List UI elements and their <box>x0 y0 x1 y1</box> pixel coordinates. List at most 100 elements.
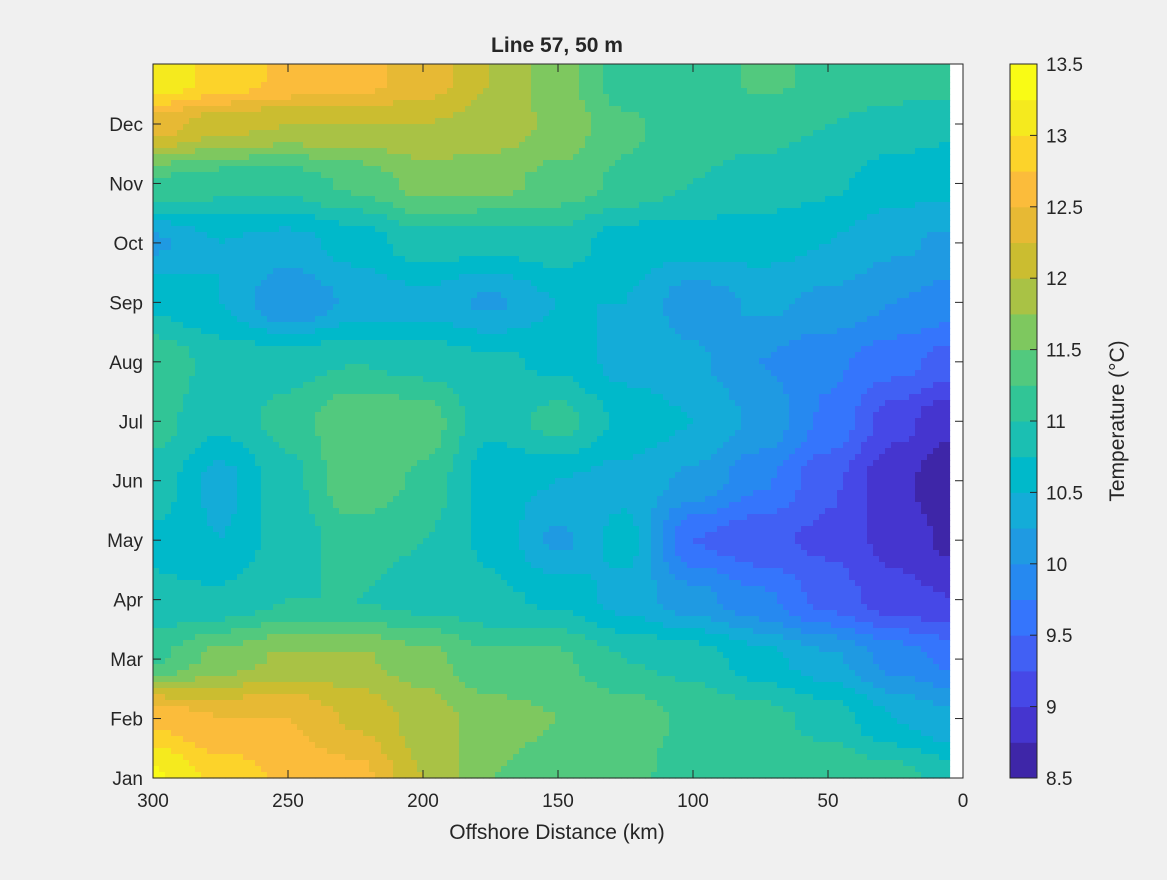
contour-cell <box>729 124 736 131</box>
contour-cell <box>495 76 502 83</box>
contour-cell <box>921 232 928 239</box>
contour-cell <box>783 166 790 173</box>
contour-cell <box>837 178 844 185</box>
contour-cell <box>459 220 466 227</box>
contour-cell <box>309 184 316 191</box>
contour-cell <box>267 160 274 167</box>
contour-cell <box>909 166 916 173</box>
contour-cell <box>573 70 580 77</box>
contour-cell <box>495 112 502 119</box>
contour-cell <box>309 64 316 71</box>
contour-cell <box>789 124 796 131</box>
contour-cell <box>201 196 208 203</box>
contour-cell <box>255 106 262 113</box>
contour-cell <box>441 148 448 155</box>
contour-cell <box>315 250 322 257</box>
contour-cell <box>687 226 694 233</box>
contour-cell <box>477 232 484 239</box>
contour-cell <box>171 244 178 251</box>
contour-cell <box>447 130 454 137</box>
contour-cell <box>621 274 628 281</box>
contour-cell <box>519 136 526 143</box>
contour-cell <box>867 274 874 281</box>
contour-cell <box>705 94 712 101</box>
contour-cell <box>585 268 592 275</box>
contour-cell <box>471 70 478 77</box>
contour-cell <box>663 250 670 257</box>
contour-cell <box>387 208 394 215</box>
contour-cell <box>471 244 478 251</box>
contour-cell <box>219 232 226 239</box>
contour-cell <box>489 124 496 131</box>
contour-cell <box>939 238 946 245</box>
contour-cell <box>285 268 292 275</box>
contour-cell <box>723 208 730 215</box>
contour-cell <box>711 82 718 89</box>
contour-cell <box>315 184 322 191</box>
contour-cell <box>195 220 202 227</box>
contour-cell <box>867 88 874 95</box>
contour-cell <box>321 70 328 77</box>
contour-cell <box>801 178 808 185</box>
contour-cell <box>285 70 292 77</box>
contour-cell <box>675 124 682 131</box>
contour-cell <box>687 160 694 167</box>
contour-cell <box>789 202 796 209</box>
contour-cell <box>315 232 322 239</box>
contour-cell <box>651 76 658 83</box>
contour-cell <box>549 112 556 119</box>
contour-cell <box>237 232 244 239</box>
contour-cell <box>627 190 634 197</box>
contour-cell <box>567 142 574 149</box>
contour-cell <box>639 208 646 215</box>
contour-cell <box>651 94 658 101</box>
contour-cell <box>699 262 706 269</box>
contour-cell <box>891 268 898 275</box>
contour-cell <box>333 94 340 101</box>
contour-cell <box>477 286 484 293</box>
contour-cell <box>219 172 226 179</box>
contour-cell <box>873 64 880 71</box>
contour-cell <box>213 202 220 209</box>
contour-cell <box>345 124 352 131</box>
contour-cell <box>507 286 514 293</box>
contour-cell <box>267 142 274 149</box>
contour-cell <box>855 226 862 233</box>
contour-cell <box>753 64 760 71</box>
contour-cell <box>279 118 286 125</box>
contour-cell <box>795 76 802 83</box>
contour-cell <box>543 64 550 71</box>
contour-cell <box>687 64 694 71</box>
contour-cell <box>915 82 922 89</box>
contour-cell <box>645 178 652 185</box>
contour-cell <box>207 244 214 251</box>
contour-cell <box>183 262 190 269</box>
contour-cell <box>537 166 544 173</box>
contour-cell <box>753 190 760 197</box>
contour-cell <box>309 100 316 107</box>
contour-cell <box>435 214 442 221</box>
contour-cell <box>717 64 724 71</box>
contour-cell <box>279 220 286 227</box>
contour-cell <box>549 172 556 179</box>
contour-cell <box>645 100 652 107</box>
contour-cell <box>555 274 562 281</box>
contour-cell <box>873 70 880 77</box>
contour-cell <box>897 256 904 263</box>
contour-cell <box>261 166 268 173</box>
contour-cell <box>747 202 754 209</box>
contour-cell <box>243 190 250 197</box>
contour-cell <box>909 202 916 209</box>
contour-cell <box>729 100 736 107</box>
contour-cell <box>285 166 292 173</box>
contour-cell <box>435 208 442 215</box>
contour-cell <box>351 94 358 101</box>
contour-cell <box>159 136 166 143</box>
contour-cell <box>813 166 820 173</box>
contour-cell <box>597 250 604 257</box>
contour-cell <box>387 172 394 179</box>
contour-cell <box>801 256 808 263</box>
contour-cell <box>363 88 370 95</box>
contour-cell <box>309 124 316 131</box>
contour-cell <box>885 184 892 191</box>
